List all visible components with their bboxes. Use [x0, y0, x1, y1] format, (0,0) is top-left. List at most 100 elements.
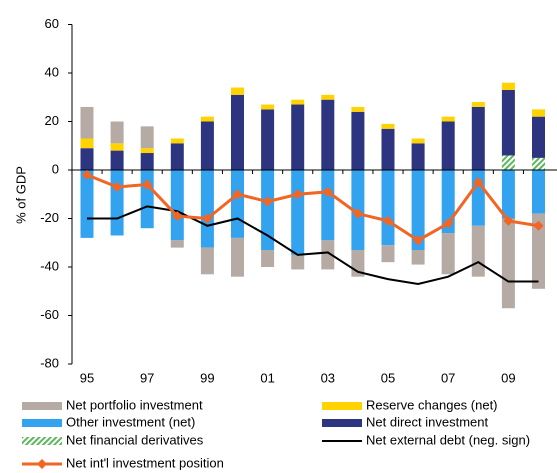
line-marker: [82, 169, 92, 180]
bar-segment: [501, 170, 515, 219]
x-tick-label: 97: [140, 370, 154, 385]
bar-segment: [80, 170, 94, 238]
bar-segment: [231, 170, 244, 238]
bar-segment: [321, 94, 335, 100]
line-marker: [142, 179, 153, 190]
y-tick-label: 40: [45, 64, 59, 79]
bar-segment: [140, 148, 154, 154]
legend-label: Reserve changes (net): [366, 397, 498, 412]
bar-segment: [140, 126, 154, 149]
line-marker: [322, 186, 333, 197]
line-series: [86, 173, 539, 243]
bar-segment: [291, 170, 305, 255]
bar-segment: [170, 170, 184, 241]
bar-segment: [471, 102, 485, 107]
bar-segment: [110, 143, 124, 151]
bar-segment: [140, 170, 154, 229]
x-tick-label: 07: [441, 370, 455, 385]
line-marker: [262, 196, 273, 207]
bar-segment: [532, 109, 545, 117]
bar-segment: [231, 87, 244, 95]
y-tick-label: -40: [40, 258, 59, 273]
line-marker: [383, 215, 393, 226]
bar-segment: [110, 170, 124, 236]
bar-segment: [291, 254, 305, 270]
bar-segment: [411, 138, 425, 144]
line-marker: [202, 213, 213, 224]
legend-label: Net external debt (neg. sign): [366, 432, 530, 447]
bar-segment: [321, 170, 335, 241]
bar-segment: [411, 143, 425, 170]
bar-segment: [471, 225, 485, 277]
line-marker: [443, 218, 454, 229]
line-marker: [413, 235, 424, 246]
bar-segment: [381, 245, 395, 263]
bar-segment: [80, 138, 94, 149]
legend-label: Net portfolio investment: [66, 397, 203, 412]
bar-segment: [261, 250, 275, 267]
bar-segment: [170, 143, 184, 170]
bar-segment: [291, 104, 305, 170]
x-tick-label: 09: [501, 370, 515, 385]
bar-segment: [261, 170, 275, 251]
bar-segment: [80, 106, 94, 139]
legend-label: Net int'l investment position: [66, 455, 224, 470]
bar-segment: [411, 170, 425, 251]
legend-swatch: [322, 402, 362, 410]
legend-label: Other investment (net): [66, 414, 195, 429]
bar-segment: [501, 155, 515, 170]
bar-segment: [80, 148, 94, 170]
line-marker: [172, 211, 183, 222]
bar-segment: [200, 121, 214, 170]
line-series: [87, 205, 539, 285]
bar-segment: [501, 82, 515, 90]
bar-segment: [140, 153, 154, 170]
bar-segment: [170, 240, 184, 248]
bar-segment: [231, 94, 244, 170]
y-tick-label: -80: [40, 355, 59, 370]
bar-segment: [411, 250, 425, 265]
bar-segment: [441, 116, 455, 122]
bar-segment: [200, 116, 214, 122]
bar-segment: [471, 106, 485, 170]
bar-segment: [351, 106, 365, 112]
bar-segment: [532, 170, 545, 214]
line-marker: [292, 189, 303, 200]
bar-segment: [170, 138, 184, 144]
bar-segment: [381, 123, 395, 129]
x-tick-label: 03: [321, 370, 335, 385]
x-tick-label: 01: [260, 370, 274, 385]
legend-label: Net direct investment: [366, 414, 488, 429]
y-tick-label: 20: [45, 113, 59, 128]
y-tick-label: 60: [45, 16, 59, 31]
line-marker: [232, 189, 243, 200]
bar-segment: [351, 111, 365, 170]
bar-segment: [321, 240, 335, 270]
legend-swatch: [22, 402, 62, 410]
y-tick-label: 0: [52, 161, 59, 176]
legend-marker: [37, 459, 47, 469]
bar-segment: [441, 233, 455, 275]
bar-segment: [291, 99, 305, 105]
bar-segment: [110, 150, 124, 170]
bar-segment: [231, 237, 244, 277]
bar-segment: [532, 116, 545, 158]
bar-segment: [381, 128, 395, 170]
x-tick-label: 99: [200, 370, 214, 385]
legend-swatch: [22, 437, 62, 445]
y-tick-label: -20: [40, 210, 59, 225]
bar-segment: [200, 247, 214, 275]
bar-segment: [110, 121, 124, 144]
x-tick-label: 95: [80, 370, 94, 385]
bar-segment: [321, 99, 335, 170]
y-tick-label: -60: [40, 307, 59, 322]
bar-segment: [381, 170, 395, 246]
bar-segment: [501, 218, 515, 309]
legend-swatch: [322, 419, 362, 427]
line-marker: [473, 177, 484, 188]
legend-label: Net financial derivatives: [66, 432, 204, 447]
line-marker: [112, 181, 123, 192]
bar-segment: [261, 104, 275, 110]
bar-segment: [532, 157, 545, 170]
